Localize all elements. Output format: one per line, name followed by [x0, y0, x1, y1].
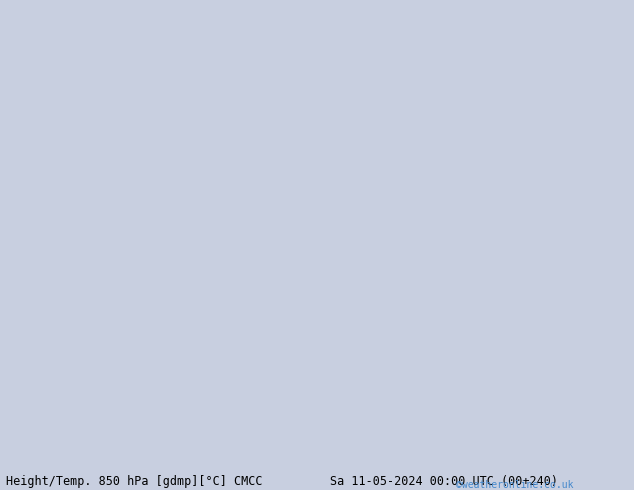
- Text: Sa 11-05-2024 00:00 UTC (00+240): Sa 11-05-2024 00:00 UTC (00+240): [330, 474, 558, 488]
- Text: ©weatheronline.co.uk: ©weatheronline.co.uk: [456, 480, 574, 490]
- Text: Height/Temp. 850 hPa [gdmp][°C] CMCC: Height/Temp. 850 hPa [gdmp][°C] CMCC: [6, 474, 263, 488]
